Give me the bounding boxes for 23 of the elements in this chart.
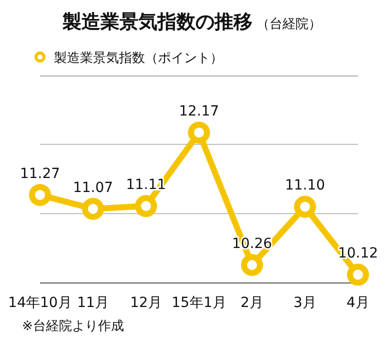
data-label: 12.17 xyxy=(178,104,220,120)
x-tick-label: 15年1月 xyxy=(172,295,226,311)
chart-subtitle: （台経院） xyxy=(256,17,322,32)
chart-title: 製造業景気指数の推移 xyxy=(62,11,252,33)
x-tick-label: 11月 xyxy=(77,295,109,311)
legend: 製造業景気指数（ポイント） xyxy=(34,51,358,76)
point xyxy=(188,122,210,144)
data-label: 11.27 xyxy=(20,166,60,182)
data-label: 11.07 xyxy=(72,180,114,196)
x-tick-label: 4月 xyxy=(346,295,370,311)
point xyxy=(29,184,51,206)
point xyxy=(135,195,157,218)
point xyxy=(241,254,263,276)
point xyxy=(294,196,316,218)
point xyxy=(347,264,369,286)
x-tick-label: 2月 xyxy=(240,295,264,311)
text: ※台経院より作成 xyxy=(22,319,124,334)
data-label: 11.10 xyxy=(284,178,326,194)
x-tick-label: 3月 xyxy=(294,295,316,311)
x-tick-label: 12月 xyxy=(130,295,162,311)
point xyxy=(82,198,104,220)
x-tick-label: 14年10月 xyxy=(8,295,72,311)
legend-label: 製造業景気指数（ポイント） xyxy=(54,51,223,66)
